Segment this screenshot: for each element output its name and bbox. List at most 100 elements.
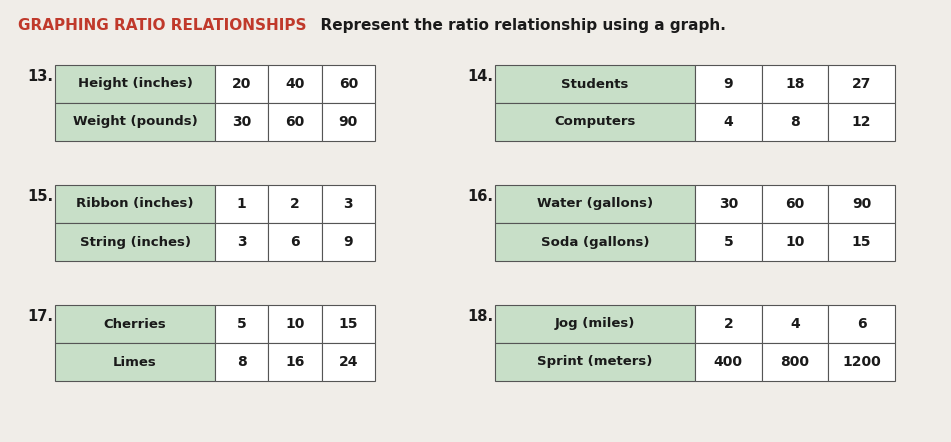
FancyBboxPatch shape: [828, 185, 895, 223]
Text: 4: 4: [790, 317, 800, 331]
FancyBboxPatch shape: [762, 223, 828, 261]
Text: 400: 400: [714, 355, 743, 369]
Text: 10: 10: [285, 317, 304, 331]
Text: 30: 30: [719, 197, 738, 211]
Text: 5: 5: [237, 317, 246, 331]
Text: Sprint (meters): Sprint (meters): [537, 355, 652, 369]
Text: Ribbon (inches): Ribbon (inches): [76, 198, 194, 210]
Text: Represent the ratio relationship using a graph.: Represent the ratio relationship using a…: [310, 18, 726, 33]
FancyBboxPatch shape: [321, 305, 375, 343]
Text: 8: 8: [237, 355, 246, 369]
FancyBboxPatch shape: [828, 343, 895, 381]
Text: Cherries: Cherries: [104, 317, 166, 331]
FancyBboxPatch shape: [215, 185, 268, 223]
FancyBboxPatch shape: [495, 223, 695, 261]
Text: 17.: 17.: [27, 309, 53, 324]
FancyBboxPatch shape: [762, 305, 828, 343]
FancyBboxPatch shape: [828, 223, 895, 261]
Text: Computers: Computers: [554, 115, 635, 129]
FancyBboxPatch shape: [55, 305, 215, 343]
Text: 24: 24: [339, 355, 359, 369]
FancyBboxPatch shape: [215, 305, 268, 343]
Text: 6: 6: [290, 235, 300, 249]
FancyBboxPatch shape: [762, 65, 828, 103]
FancyBboxPatch shape: [695, 343, 762, 381]
Text: 90: 90: [852, 197, 871, 211]
Text: 18: 18: [786, 77, 805, 91]
Text: Water (gallons): Water (gallons): [537, 198, 653, 210]
FancyBboxPatch shape: [495, 185, 695, 223]
FancyBboxPatch shape: [695, 305, 762, 343]
Text: 2: 2: [724, 317, 733, 331]
Text: 2: 2: [290, 197, 300, 211]
FancyBboxPatch shape: [268, 305, 321, 343]
FancyBboxPatch shape: [215, 65, 268, 103]
FancyBboxPatch shape: [828, 305, 895, 343]
FancyBboxPatch shape: [495, 103, 695, 141]
FancyBboxPatch shape: [762, 103, 828, 141]
Text: 3: 3: [343, 197, 353, 211]
Text: Height (inches): Height (inches): [78, 77, 192, 91]
Text: 16: 16: [285, 355, 304, 369]
FancyBboxPatch shape: [495, 343, 695, 381]
Text: 60: 60: [339, 77, 358, 91]
FancyBboxPatch shape: [321, 185, 375, 223]
FancyBboxPatch shape: [215, 343, 268, 381]
FancyBboxPatch shape: [695, 65, 762, 103]
FancyBboxPatch shape: [55, 185, 215, 223]
FancyBboxPatch shape: [215, 103, 268, 141]
Text: 5: 5: [724, 235, 733, 249]
FancyBboxPatch shape: [55, 223, 215, 261]
FancyBboxPatch shape: [268, 103, 321, 141]
FancyBboxPatch shape: [762, 343, 828, 381]
Text: GRAPHING RATIO RELATIONSHIPS: GRAPHING RATIO RELATIONSHIPS: [18, 18, 306, 33]
Text: 12: 12: [852, 115, 871, 129]
Text: Soda (gallons): Soda (gallons): [541, 236, 650, 248]
Text: 20: 20: [232, 77, 251, 91]
Text: String (inches): String (inches): [80, 236, 190, 248]
FancyBboxPatch shape: [321, 343, 375, 381]
FancyBboxPatch shape: [495, 305, 695, 343]
Text: 6: 6: [857, 317, 866, 331]
Text: 1200: 1200: [843, 355, 881, 369]
FancyBboxPatch shape: [321, 65, 375, 103]
Text: 60: 60: [285, 115, 304, 129]
Text: 90: 90: [339, 115, 358, 129]
FancyBboxPatch shape: [762, 185, 828, 223]
FancyBboxPatch shape: [321, 103, 375, 141]
FancyBboxPatch shape: [268, 65, 321, 103]
Text: 9: 9: [343, 235, 353, 249]
Text: 60: 60: [786, 197, 805, 211]
FancyBboxPatch shape: [695, 185, 762, 223]
Text: Students: Students: [561, 77, 629, 91]
Text: 3: 3: [237, 235, 246, 249]
Text: 10: 10: [786, 235, 805, 249]
FancyBboxPatch shape: [268, 185, 321, 223]
Text: 13.: 13.: [27, 69, 53, 84]
FancyBboxPatch shape: [695, 103, 762, 141]
FancyBboxPatch shape: [215, 223, 268, 261]
Text: 30: 30: [232, 115, 251, 129]
FancyBboxPatch shape: [495, 65, 695, 103]
FancyBboxPatch shape: [55, 103, 215, 141]
Text: 27: 27: [852, 77, 871, 91]
Text: 14.: 14.: [467, 69, 493, 84]
Text: 18.: 18.: [467, 309, 494, 324]
FancyBboxPatch shape: [268, 223, 321, 261]
FancyBboxPatch shape: [268, 343, 321, 381]
Text: Limes: Limes: [113, 355, 157, 369]
FancyBboxPatch shape: [321, 223, 375, 261]
Text: 1: 1: [237, 197, 246, 211]
Text: 15: 15: [339, 317, 359, 331]
Text: 15: 15: [852, 235, 871, 249]
FancyBboxPatch shape: [828, 65, 895, 103]
Text: Weight (pounds): Weight (pounds): [72, 115, 198, 129]
Text: 40: 40: [285, 77, 304, 91]
Text: 8: 8: [790, 115, 800, 129]
Text: 15.: 15.: [27, 189, 53, 204]
Text: 4: 4: [724, 115, 733, 129]
Text: Jog (miles): Jog (miles): [554, 317, 635, 331]
Text: 9: 9: [724, 77, 733, 91]
FancyBboxPatch shape: [55, 343, 215, 381]
FancyBboxPatch shape: [55, 65, 215, 103]
